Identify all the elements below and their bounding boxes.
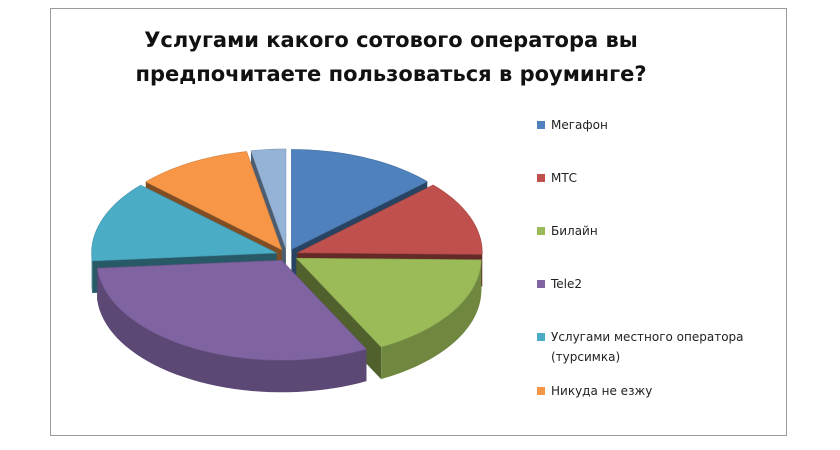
pie-slice-tele2 (96, 259, 367, 393)
legend-swatch-tele2 (537, 280, 545, 288)
legend-swatch-megafon (537, 121, 545, 129)
legend-swatch-mts (537, 174, 545, 182)
legend-label-tele2: Tele2 (551, 277, 583, 291)
chart-title-line-2: предпочитаете пользоваться в роуминге? (135, 62, 647, 86)
legend-label-no-travel: Никуда не езжу (551, 384, 653, 398)
chart-title-line-1: Услугами какого сотового оператора вы (144, 28, 638, 52)
legend-swatch-local-operator (537, 333, 545, 341)
legend-label-megafon: Мегафон (551, 118, 608, 132)
legend-label-local-operator: Услугами местного оператора (турсимка) (551, 330, 744, 364)
legend-label-mts: МТС (551, 171, 578, 185)
legend-swatch-beeline (537, 227, 545, 235)
chart-frame: Услугами какого сотового оператора вы пр… (50, 8, 787, 436)
legend-swatch-no-travel (537, 387, 545, 395)
pie-chart (91, 148, 483, 393)
chart-title: Услугами какого сотового оператора вы пр… (51, 23, 731, 91)
legend-label-beeline: Билайн (551, 224, 598, 238)
